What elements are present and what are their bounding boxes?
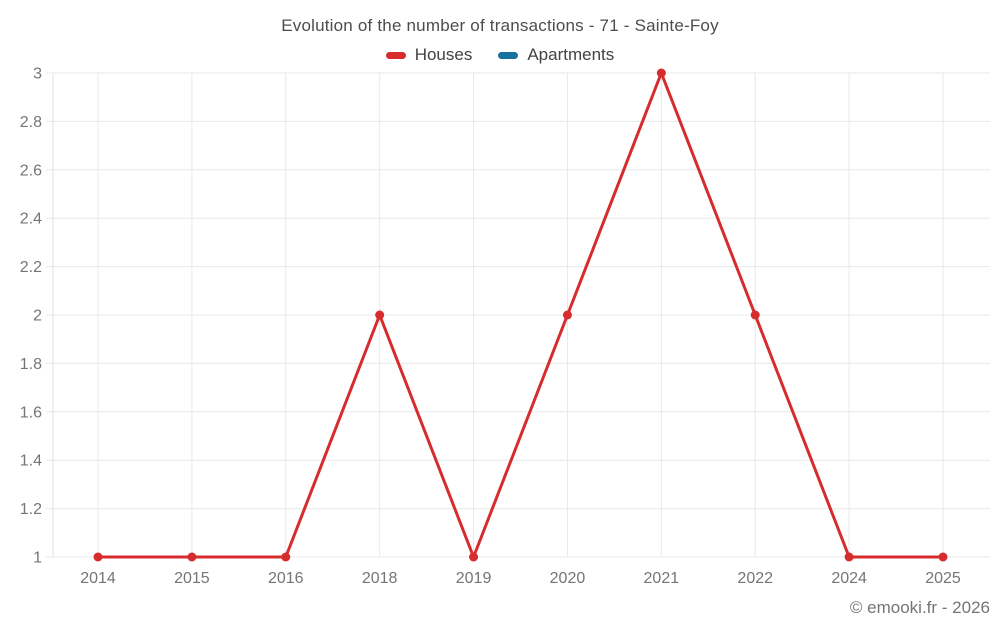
data-point[interactable]	[375, 310, 385, 320]
data-point[interactable]	[938, 552, 948, 562]
y-axis-tick-label: 2.6	[20, 162, 42, 179]
data-point[interactable]	[187, 552, 197, 562]
copyright-footer: © emooki.fr - 2026	[849, 598, 990, 617]
x-axis-tick-label: 2020	[550, 570, 586, 587]
x-axis-tick-label: 2019	[456, 570, 492, 587]
y-axis-tick-label: 1.4	[20, 453, 42, 470]
data-point[interactable]	[281, 552, 291, 562]
series-line-houses	[96, 71, 945, 559]
x-axis-tick-label: 2025	[925, 570, 961, 587]
legend-label: Apartments	[527, 45, 615, 64]
y-axis-tick-label: 1.8	[20, 356, 42, 373]
y-axis-tick-label: 3	[33, 66, 42, 83]
x-axis-tick-label: 2022	[737, 570, 773, 587]
legend-item-houses[interactable]: Houses	[385, 45, 473, 65]
data-point[interactable]	[844, 552, 854, 562]
legend-label: Houses	[414, 45, 473, 64]
x-axis-tick-label: 2016	[268, 570, 304, 587]
y-axis-tick-label: 2.2	[20, 259, 42, 276]
x-axis-tick-label: 2015	[174, 570, 210, 587]
y-axis-tick-label: 1.6	[20, 404, 42, 421]
y-axis-tick-label: 2.4	[20, 211, 42, 228]
chart-legend: Houses Apartments	[0, 45, 1000, 65]
data-point[interactable]	[656, 68, 666, 78]
data-point[interactable]	[469, 552, 479, 562]
x-axis-tick-label: 2021	[644, 570, 680, 587]
legend-item-apartments[interactable]: Apartments	[498, 45, 614, 65]
x-axis-tick-label: 2024	[831, 570, 867, 587]
y-axis-tick-label: 2.8	[20, 114, 42, 131]
y-axis-tick-label: 1	[33, 550, 42, 567]
legend-swatch-icon	[385, 51, 406, 59]
data-point[interactable]	[750, 310, 760, 320]
y-axis-tick-label: 1.2	[20, 501, 42, 518]
legend-swatch-icon	[498, 51, 519, 59]
x-axis-tick-label: 2018	[362, 570, 398, 587]
chart-title: Evolution of the number of transactions …	[281, 16, 719, 35]
data-point[interactable]	[93, 552, 103, 562]
y-axis-tick-label: 2	[33, 308, 42, 325]
x-axis-tick-label: 2014	[80, 570, 116, 587]
data-point[interactable]	[562, 310, 572, 320]
